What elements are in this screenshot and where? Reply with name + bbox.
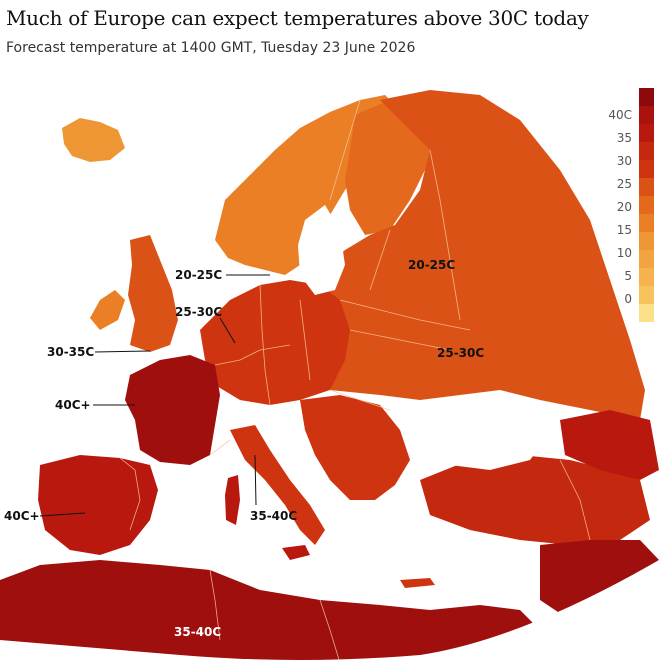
temperature-legend: 40C 35 30 25 20 15 10 5 0 (588, 88, 658, 328)
middle-east-region (560, 410, 659, 480)
sicily (282, 545, 310, 560)
baltic-sea (298, 205, 345, 295)
great-britain-region (128, 235, 178, 352)
legend-swatch-5 (639, 178, 654, 196)
legend-swatch-1 (639, 106, 654, 124)
label-north-africa: 35-40C (174, 625, 222, 639)
label-italy: 35-40C (250, 509, 298, 523)
label-ukraine: 25-30C (437, 346, 485, 360)
italy-region (230, 425, 325, 545)
france-region (125, 355, 220, 465)
legend-label-0: 0 (624, 292, 632, 306)
north-africa-region (0, 560, 540, 660)
label-france: 40C+ (55, 398, 91, 412)
iceland-region (62, 118, 125, 162)
legend-label-25: 25 (616, 177, 632, 191)
black-sea (425, 410, 545, 470)
british-isles-region (90, 290, 125, 330)
turkey-region (420, 455, 650, 545)
map-title: Much of Europe can expect temperatures a… (6, 6, 589, 30)
iberia-region (38, 455, 158, 555)
legend-swatch-11 (639, 286, 654, 304)
label-scandinavia: 20-25C (175, 268, 223, 282)
legend-label-15: 15 (616, 223, 632, 237)
legend-label-10: 10 (616, 246, 632, 260)
legend-label-40: 40C (608, 108, 632, 122)
levant-region (540, 540, 659, 620)
legend-label-5: 5 (624, 269, 632, 283)
legend-swatch-7 (639, 214, 654, 232)
legend-swatch-10 (639, 268, 654, 286)
corsica-sardinia (225, 475, 240, 525)
label-germany: 25-30C (175, 305, 223, 319)
label-russia-west: 20-25C (408, 258, 456, 272)
legend-swatch-3 (639, 142, 654, 160)
legend-swatch-8 (639, 232, 654, 250)
central-europe-region (200, 280, 350, 405)
crete (400, 578, 435, 588)
legend-swatch-9 (639, 250, 654, 268)
legend-label-30: 30 (616, 154, 632, 168)
leader-lines (39, 274, 270, 517)
legend-label-35: 35 (616, 131, 632, 145)
label-britain: 30-35C (47, 345, 95, 359)
map-subtitle: Forecast temperature at 1400 GMT, Tuesda… (6, 40, 416, 56)
legend-swatch-12 (639, 304, 654, 322)
balkans-region (300, 395, 410, 500)
legend-swatch-0 (639, 88, 654, 106)
legend-swatch-4 (639, 160, 654, 178)
legend-label-20: 20 (616, 200, 632, 214)
legend-swatch-6 (639, 196, 654, 214)
label-iberia: 40C+ (4, 509, 40, 523)
legend-colorbar (639, 88, 654, 322)
east-europe-region (290, 90, 645, 420)
legend-swatch-2 (639, 124, 654, 142)
